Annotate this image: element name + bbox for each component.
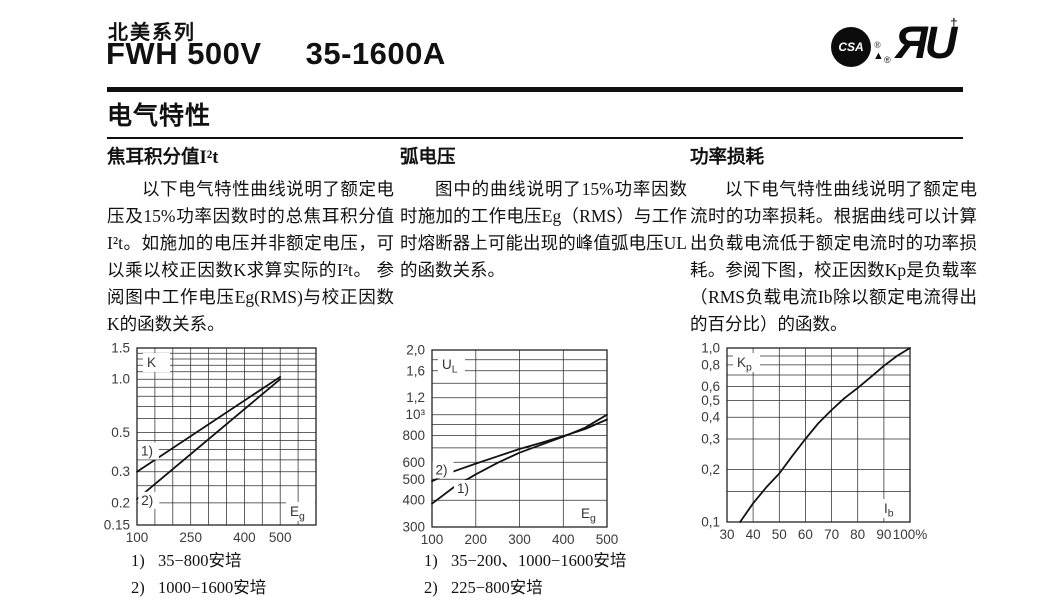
section-rule — [107, 137, 963, 139]
column-power-loss: 功率损耗 以下电气特性曲线说明了额定电流时的功率损耗。根据曲线可以计算出负载电流… — [690, 143, 977, 338]
svg-text:90: 90 — [876, 527, 891, 542]
svg-text:70: 70 — [824, 527, 839, 542]
svg-text:2): 2) — [436, 462, 448, 477]
svg-text:2): 2) — [141, 493, 153, 508]
svg-text:100: 100 — [126, 530, 149, 545]
arc-voltage-chart-legend: 1) 35−200、1000−1600安培 2) 225−800安培 — [424, 547, 626, 601]
column-joule-integral: 焦耳积分值I²t 以下电气特性曲线说明了额定电压及15%功率因数时的总焦耳积分值… — [107, 143, 394, 338]
svg-text:100%: 100% — [893, 527, 928, 542]
column-heading: 弧电压 — [400, 148, 456, 168]
column-heading: 焦耳积分值I²t — [107, 148, 219, 168]
curve-2 — [136, 378, 282, 501]
legend-item: 1) 35−200、1000−1600安培 — [424, 547, 626, 574]
svg-text:UL: UL — [442, 357, 458, 376]
svg-text:500: 500 — [402, 472, 425, 487]
svg-text:300: 300 — [402, 520, 425, 535]
svg-text:100: 100 — [421, 532, 444, 547]
joule-integral-correction-chart: K Eg 1) 2) 100 250 400 500 1.5 1.0 0.5 0.3 0.2 0.15 — [104, 341, 317, 545]
legend-marker: 2) — [424, 578, 438, 597]
column-body: 图中的曲线说明了15%功率因数时施加的工作电压Eg（RMS）与工作时熔断器上可能… — [400, 179, 687, 280]
column-arc-voltage: 弧电压 图中的曲线说明了15%功率因数时施加的工作电压Eg（RMS）与工作时熔断… — [400, 143, 687, 284]
svg-text:300: 300 — [508, 532, 531, 547]
svg-text:600: 600 — [402, 455, 425, 470]
svg-text:0.5: 0.5 — [111, 425, 130, 440]
svg-text:1.0: 1.0 — [111, 372, 130, 387]
svg-text:0.2: 0.2 — [111, 495, 130, 510]
legend-text: 35−800安培 — [158, 551, 242, 570]
title-model: FWH 500V — [106, 36, 262, 71]
svg-text:Ib: Ib — [884, 501, 894, 520]
svg-text:50: 50 — [772, 527, 787, 542]
legend-marker: 1) — [424, 551, 438, 570]
series-label: 北美系列 — [108, 22, 196, 44]
svg-text:K: K — [147, 355, 156, 370]
svg-text:1.5: 1.5 — [111, 341, 130, 356]
svg-text:400: 400 — [402, 493, 425, 508]
curve-1 — [136, 375, 282, 473]
svg-text:60: 60 — [798, 527, 813, 542]
page-title: FWH 500V 35-1600A — [106, 36, 446, 72]
dagger-mark: † — [950, 15, 958, 31]
legend-item: 1) 35−800安培 — [131, 547, 266, 574]
legend-marker: 2) — [131, 578, 145, 597]
svg-text:500: 500 — [596, 532, 619, 547]
column-body: 以下电气特性曲线说明了额定电流时的功率损耗。根据曲线可以计算出负载电流低于额定电… — [690, 179, 977, 334]
svg-text:400: 400 — [552, 532, 575, 547]
svg-text:0,1: 0,1 — [701, 515, 720, 530]
svg-text:800: 800 — [402, 428, 425, 443]
svg-text:30: 30 — [719, 527, 734, 542]
svg-text:0,5: 0,5 — [701, 393, 720, 408]
header-rule — [107, 87, 963, 92]
svg-text:1,2: 1,2 — [406, 390, 425, 405]
csa-certification-logo: CSA ® ▲ — [831, 27, 887, 75]
ul-icon: ЯU — [895, 17, 957, 68]
svg-text:0,4: 0,4 — [701, 410, 720, 425]
svg-text:2,0: 2,0 — [406, 343, 425, 358]
title-range: 35-1600A — [305, 36, 446, 71]
svg-text:0,3: 0,3 — [701, 432, 720, 447]
arc-voltage-chart: UL Eg 1) 2) 100 200 300 400 500 2,0 1,6 1,2 10³ 800 60… — [402, 343, 618, 548]
svg-text:0,6: 0,6 — [701, 379, 720, 394]
column-body: 以下电气特性曲线说明了额定电压及15%功率因数时的总焦耳积分值I²t。如施加的电… — [107, 179, 394, 334]
section-title: 电气特性 — [107, 103, 212, 130]
svg-text:1,6: 1,6 — [406, 363, 425, 378]
svg-text:Kp: Kp — [737, 355, 752, 374]
ul-recognized-logo: ® ЯU † — [884, 15, 976, 74]
svg-text:Eg: Eg — [290, 504, 305, 523]
legend-text: 35−200、1000−1600安培 — [451, 551, 627, 570]
registered-symbol: ® — [874, 40, 881, 50]
svg-text:1,0: 1,0 — [701, 341, 720, 356]
svg-text:1): 1) — [141, 444, 153, 459]
legend-marker: 1) — [131, 551, 145, 570]
power-loss-chart: Kp Ib 30 40 50 60 70 80 90 100% 1,00,8 0,60,5 0,4 0,3… — [701, 341, 927, 543]
joule-chart-legend: 1) 35−800安培 2) 1000−1600安培 — [131, 547, 266, 601]
svg-text:80: 80 — [850, 527, 865, 542]
legend-text: 1000−1600安培 — [158, 578, 267, 597]
svg-text:0.3: 0.3 — [111, 464, 130, 479]
registered-symbol: ® — [884, 55, 891, 65]
svg-text:0.15: 0.15 — [104, 518, 130, 533]
svg-text:Eg: Eg — [581, 506, 596, 525]
triangle-icon: ▲ — [873, 50, 884, 62]
svg-text:1): 1) — [457, 481, 469, 496]
svg-text:10³: 10³ — [405, 407, 425, 422]
legend-item: 2) 225−800安培 — [424, 574, 626, 601]
legend-item: 2) 1000−1600安培 — [131, 574, 266, 601]
legend-text: 225−800安培 — [451, 578, 543, 597]
svg-text:0,8: 0,8 — [701, 357, 720, 372]
curve-1 — [431, 413, 608, 505]
svg-text:250: 250 — [179, 530, 202, 545]
svg-text:400: 400 — [233, 530, 256, 545]
column-heading: 功率损耗 — [690, 148, 765, 168]
svg-text:200: 200 — [465, 532, 488, 547]
curve — [739, 347, 911, 523]
curve-2 — [431, 418, 608, 483]
svg-text:40: 40 — [746, 527, 761, 542]
svg-text:500: 500 — [269, 530, 292, 545]
csa-icon: CSA — [831, 27, 871, 67]
svg-text:0,2: 0,2 — [701, 462, 720, 477]
